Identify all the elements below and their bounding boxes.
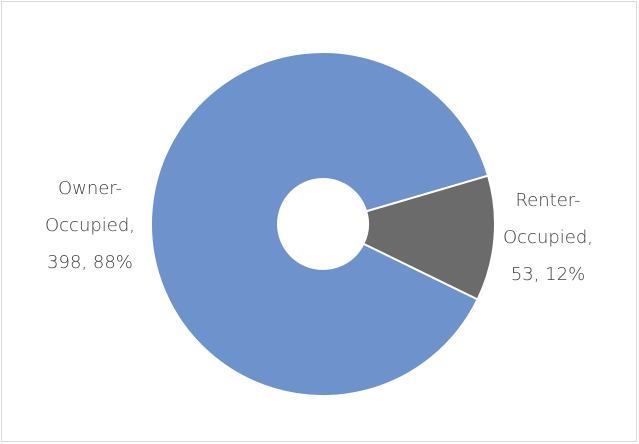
data-label: Renter-Occupied, 53, 12% [503,190,593,285]
data-label: Owner-Occupied, 398, 88% [45,178,135,273]
slice [362,174,496,301]
slice [150,51,490,397]
